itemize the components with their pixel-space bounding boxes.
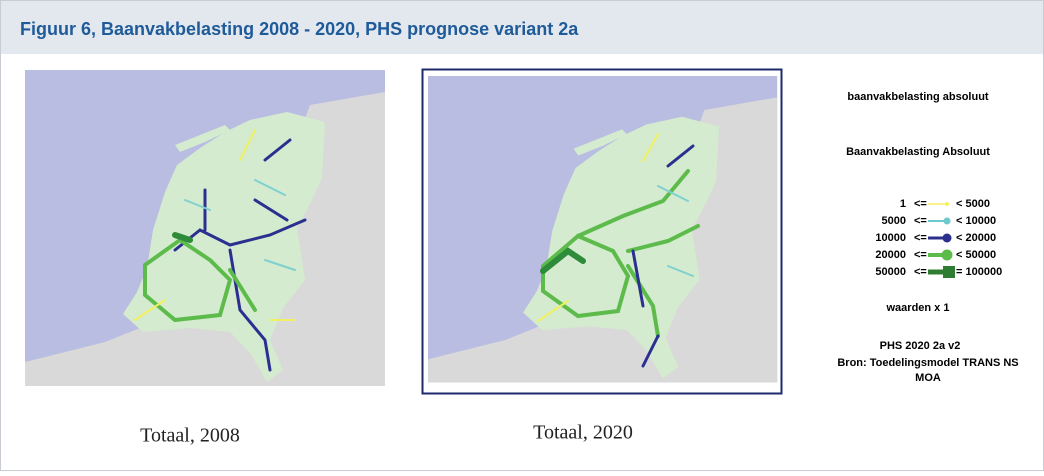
legend-marker: [942, 233, 952, 243]
legend-op: <=: [914, 198, 927, 210]
legend-source: Bron: Toedelingsmodel TRANS NS: [837, 357, 1018, 369]
legend: baanvakbelasting absoluut Baanvakbelasti…: [837, 91, 1018, 384]
caption: Totaal, 2008: [140, 425, 240, 447]
legend-from: 20000: [875, 249, 906, 261]
legend-source: MOA: [915, 372, 941, 384]
legend-marker: [941, 249, 953, 261]
legend-marker: [945, 202, 949, 206]
legend-to: < 5000: [956, 198, 990, 210]
legend-to: < 20000: [956, 232, 996, 244]
legend-op: <=: [914, 249, 927, 261]
caption: Totaal, 2020: [533, 422, 633, 444]
legend-op: <=: [914, 215, 927, 227]
legend-scenario: PHS 2020 2a v2: [880, 340, 961, 352]
legend-title: baanvakbelasting absoluut: [847, 91, 989, 103]
legend-to: < 10000: [956, 215, 996, 227]
map-2020: [428, 76, 778, 383]
legend-marker: [943, 266, 955, 278]
map-2008: [25, 70, 385, 386]
legend-from: 5000: [882, 215, 906, 227]
legend-marker: [943, 217, 951, 225]
legend-from: 50000: [875, 266, 906, 278]
legend-note: waarden x 1: [886, 302, 950, 314]
legend-from: 1: [900, 198, 906, 210]
legend-from: 10000: [875, 232, 906, 244]
legend-subtitle: Baanvakbelasting Absoluut: [846, 146, 990, 158]
legend-to: < 50000: [956, 249, 996, 261]
title: Figuur 6, Baanvakbelasting 2008 - 2020, …: [20, 19, 579, 39]
map-frame: [421, 68, 783, 395]
title-bar: [1, 1, 1043, 54]
legend-op: <=: [914, 266, 927, 278]
legend-to: = 100000: [956, 266, 1002, 278]
legend-op: <=: [914, 232, 927, 244]
